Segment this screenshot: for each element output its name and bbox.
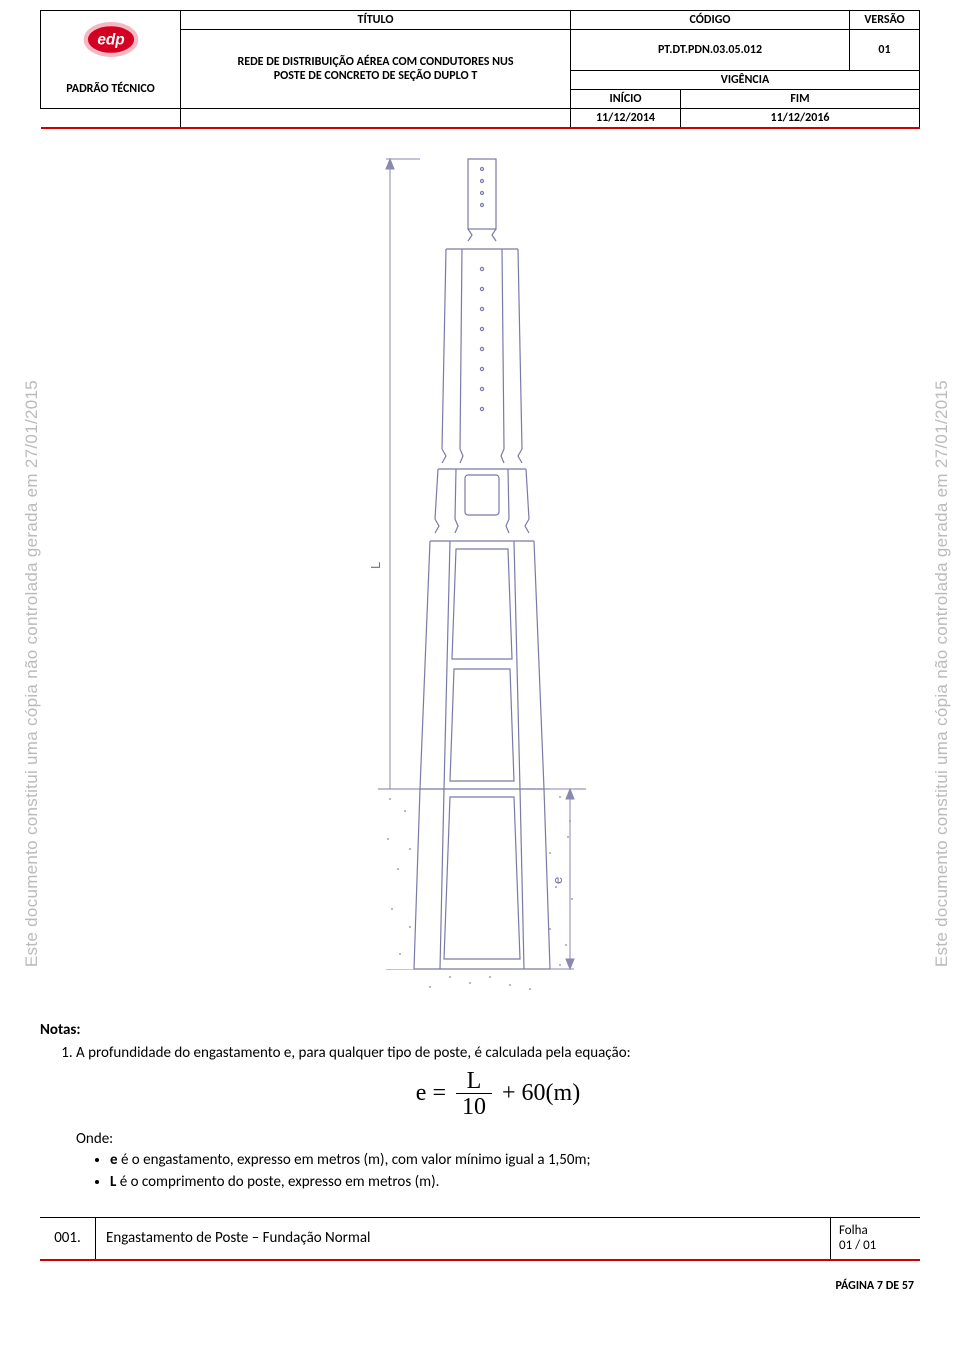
header-table: edp TÍTULO CÓDIGO VERSÃO REDE DE DISTRIB…: [40, 10, 920, 129]
codigo-label: CÓDIGO: [571, 11, 850, 30]
fim-value: 11/12/2016: [681, 108, 920, 128]
bullet-1-var: e: [110, 1151, 118, 1169]
versao-label: VERSÃO: [850, 11, 920, 30]
item-number: 001.: [40, 1218, 96, 1259]
vigencia-label: VIGÊNCIA: [571, 70, 920, 89]
inicio-label: INÍCIO: [571, 89, 681, 108]
formula-rhs: 60(m): [522, 1080, 581, 1106]
note-1-text: A profundidade do engastamento e, para q…: [76, 1044, 631, 1062]
item-title: Engastamento de Poste – Fundação Normal: [96, 1218, 830, 1259]
onde-label: Onde:: [76, 1130, 920, 1148]
edp-logo-icon: edp: [76, 17, 146, 62]
watermark-right: Este documento constitui uma cópia não c…: [932, 380, 952, 967]
bullet-2-text: é o comprimento do poste, expresso em me…: [116, 1173, 439, 1191]
pole-diagram: L: [40, 149, 920, 1009]
formula-den: 10: [456, 1094, 492, 1120]
folha-label: Folha: [839, 1223, 868, 1238]
formula-num: L: [456, 1069, 492, 1094]
item-row: 001. Engastamento de Poste – Fundação No…: [40, 1217, 920, 1261]
dim-label-L: L: [368, 561, 383, 568]
inicio-value: 11/12/2014: [571, 108, 681, 128]
title-line2: POSTE DE CONCRETO DE SEÇÃO DUPLO T: [274, 69, 478, 83]
bullet-1: e é o engastamento, expresso em metros (…: [110, 1150, 920, 1170]
formula: e = L 10 + 60(m): [76, 1069, 920, 1120]
bullet-1-text: é o engastamento, expresso em metros (m)…: [118, 1151, 591, 1169]
titulo-label: TÍTULO: [181, 11, 571, 30]
note-1: A profundidade do engastamento e, para q…: [76, 1043, 920, 1121]
doc-title: REDE DE DISTRIBUIÇÃO AÉREA COM CONDUTORE…: [181, 30, 571, 109]
pole-diagram-svg: L: [270, 149, 690, 999]
padrao-tecnico: PADRÃO TÉCNICO: [41, 70, 181, 108]
formula-eq: =: [432, 1080, 446, 1106]
fim-label: FIM: [681, 89, 920, 108]
notes-heading: Notas:: [40, 1021, 920, 1039]
item-folha: Folha 01 / 01: [830, 1218, 920, 1259]
formula-plus: +: [502, 1080, 516, 1106]
page-footer: PÁGINA 7 DE 57: [40, 1279, 920, 1293]
logo: edp: [45, 13, 176, 68]
dim-label-e: e: [550, 876, 565, 883]
versao-value: 01: [850, 30, 920, 71]
watermark-left: Este documento constitui uma cópia não c…: [22, 380, 42, 967]
folha-value: 01 / 01: [839, 1238, 876, 1253]
notes-section: Notas: A profundidade do engastamento e,…: [40, 1021, 920, 1193]
svg-text:edp: edp: [97, 31, 124, 48]
title-line1: REDE DE DISTRIBUIÇÃO AÉREA COM CONDUTORE…: [238, 55, 514, 69]
codigo-value: PT.DT.PDN.03.05.012: [571, 30, 850, 71]
formula-lhs: e: [416, 1080, 427, 1106]
bullet-2: L é o comprimento do poste, expresso em …: [110, 1172, 920, 1192]
